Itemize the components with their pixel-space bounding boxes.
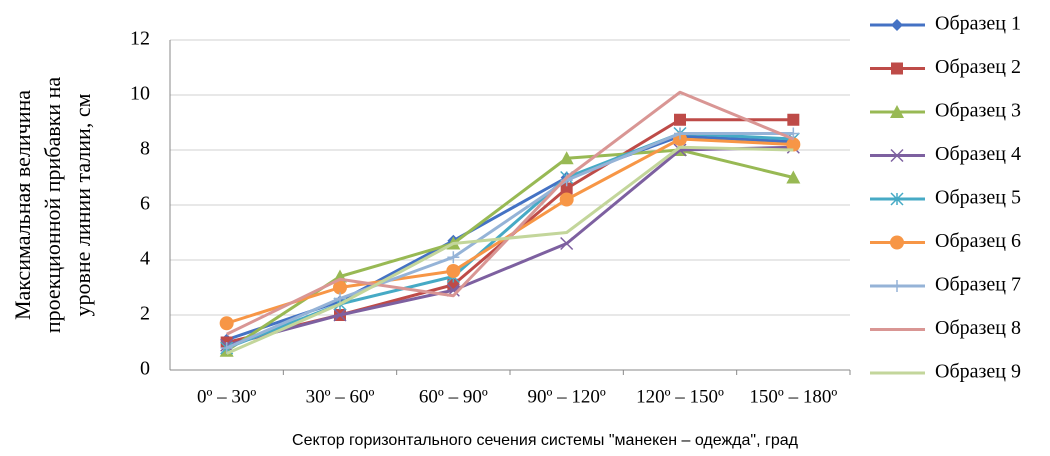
- series-line: [226, 137, 794, 325]
- marker: [333, 308, 347, 322]
- marker: [674, 127, 686, 140]
- marker: [890, 148, 904, 163]
- x-tick-label: 150º – 180º: [749, 386, 837, 407]
- marker: [891, 62, 903, 75]
- series-line: [226, 118, 794, 344]
- marker: [890, 235, 904, 250]
- x-tick-label: 90º – 120º: [528, 386, 606, 407]
- legend-label: Образец 3: [935, 100, 1021, 122]
- marker: [890, 192, 904, 206]
- marker: [787, 113, 800, 126]
- y-axis-title-line: Максимальная величина: [10, 90, 35, 320]
- marker: [447, 251, 460, 264]
- marker: [446, 264, 461, 278]
- series-line: [226, 132, 794, 350]
- x-tick-label: 30º – 60º: [306, 386, 375, 407]
- y-tick-label: 10: [130, 83, 150, 105]
- marker: [891, 19, 903, 31]
- marker: [786, 170, 801, 184]
- x-tick-label: 60º – 90º: [419, 386, 488, 407]
- legend-label: Образец 5: [935, 187, 1021, 209]
- legend-label: Образец 1: [935, 13, 1021, 35]
- marker: [219, 316, 234, 331]
- y-axis-title: Максимальная величина проекционной приба…: [10, 77, 95, 333]
- series-line: [226, 145, 794, 355]
- marker: [674, 113, 686, 126]
- x-tick-label: 0º – 30º: [197, 386, 256, 407]
- legend-label: Образец 9: [935, 361, 1021, 383]
- y-tick-label: 4: [140, 248, 150, 270]
- marker: [559, 151, 574, 165]
- marker: [891, 280, 903, 292]
- y-tick-label: 12: [130, 28, 150, 50]
- marker: [560, 182, 573, 195]
- y-axis-title-line: проекционной прибавки на: [40, 77, 65, 333]
- y-tick-label: 0: [140, 358, 150, 380]
- legend-label: Образец 4: [935, 143, 1021, 165]
- marker: [559, 192, 574, 207]
- legend-label: Образец 2: [935, 56, 1021, 78]
- y-tick-label: 8: [140, 138, 150, 160]
- x-tick-label: 120º – 150º: [636, 386, 724, 407]
- y-axis-title-line: уровне линии талии, см: [70, 93, 95, 316]
- legend-label: Образец 6: [935, 230, 1021, 252]
- legend-label: Образец 8: [935, 317, 1021, 339]
- series-line: [226, 145, 794, 347]
- legend-label: Образец 7: [935, 274, 1021, 296]
- marker: [786, 137, 801, 152]
- marker: [560, 236, 574, 251]
- y-tick-label: 2: [140, 303, 150, 325]
- y-tick-label: 6: [140, 193, 150, 215]
- x-axis-title: Сектор горизонтального сечения системы "…: [292, 432, 799, 449]
- marker: [890, 105, 904, 118]
- marker: [333, 280, 347, 295]
